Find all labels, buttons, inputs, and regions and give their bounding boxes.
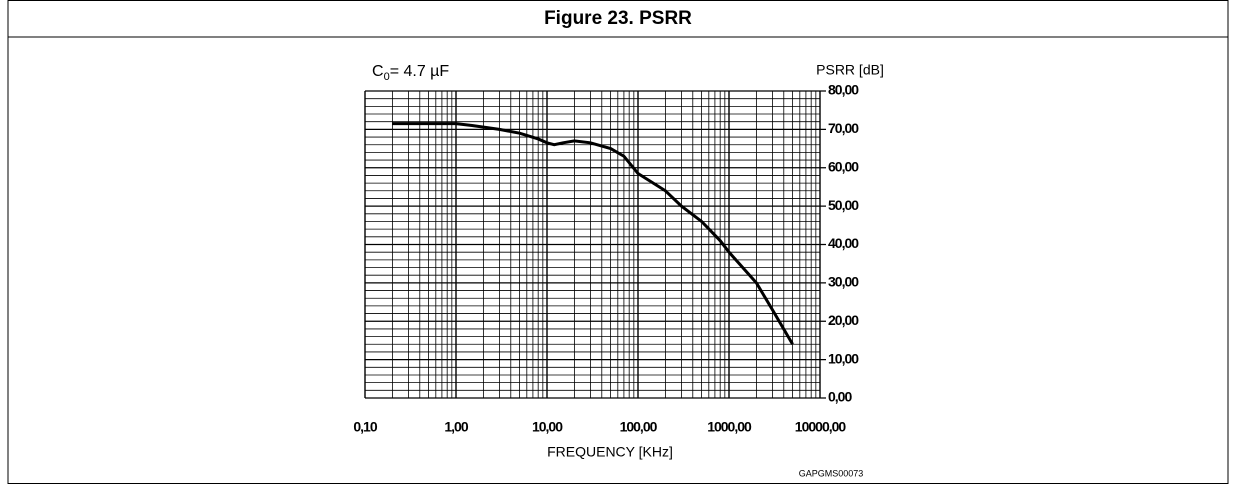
annotation: C0= 4.7 µF	[372, 63, 449, 83]
frame	[7, 0, 1229, 484]
y-tick-label: 60,00	[828, 158, 859, 174]
x-tick-label: 100,00	[620, 419, 658, 435]
x-tick-label: 1,00	[444, 419, 468, 435]
y-tick-label: 10,00	[828, 350, 859, 366]
x-tick-label: 10,00	[532, 419, 563, 435]
annotation-text: = 4.7 µF	[390, 63, 450, 80]
x-axis-label: FREQUENCY [KHz]	[547, 444, 673, 460]
y-tick-label: 50,00	[828, 197, 859, 213]
y-tick-label: 0,00	[828, 389, 852, 405]
y-tick-label: 40,00	[828, 235, 859, 251]
psrr-line	[392, 122, 794, 346]
y-tick-label: 30,00	[828, 274, 859, 290]
y-tick-label: 20,00	[828, 312, 859, 328]
y-axis-label: PSRR [dB]	[816, 62, 884, 78]
y-tick-label: 80,00	[828, 82, 859, 98]
chart-title: Figure 23. PSRR	[544, 8, 692, 29]
y-tick-label: 70,00	[828, 120, 859, 136]
x-tick-label: 0,10	[353, 419, 377, 435]
x-tick-label: 10000,00	[795, 419, 847, 435]
annotation-subscript: 0	[384, 71, 390, 83]
x-tick-label: 1000,00	[707, 419, 752, 435]
figure-code: GAPGMS00073	[799, 468, 864, 478]
annotation-symbol: C	[372, 63, 384, 80]
